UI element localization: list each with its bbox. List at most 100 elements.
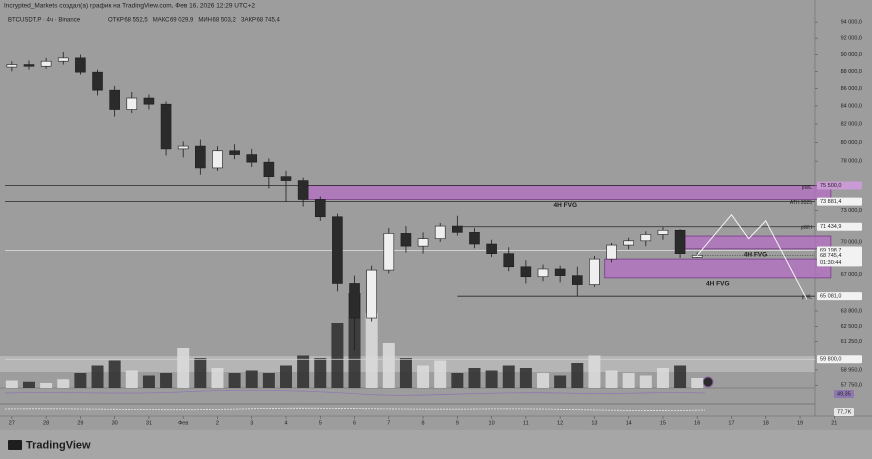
legend-value: 69 029,9: [170, 18, 194, 24]
price-label-bg: [817, 181, 862, 190]
volume-bar: [365, 313, 378, 388]
candle-body: [623, 240, 634, 246]
candle-body: [503, 253, 515, 268]
candle-body: [332, 216, 343, 284]
x-tick-label: 28: [43, 420, 49, 426]
volume-bar: [674, 365, 687, 388]
candle-body: [571, 275, 583, 285]
candle-body: [75, 57, 86, 73]
volume-bar: [91, 365, 104, 388]
x-tick-label: 19: [797, 420, 803, 426]
candle-body: [452, 225, 463, 233]
price-label: 59 800,0: [820, 357, 841, 363]
y-tick-label: 78 000,0: [841, 159, 862, 165]
footer: TradingView: [26, 439, 91, 451]
candle-body: [469, 232, 480, 245]
legend-name: ЗАКР: [241, 18, 256, 24]
x-tick-label: 2: [216, 420, 219, 426]
price-label: 71 434,9: [820, 224, 841, 230]
volume-bar: [622, 373, 635, 388]
price-label-bg: [817, 355, 862, 364]
y-tick-label: 90 000,0: [841, 52, 862, 58]
legend-value: 68 503,2: [212, 18, 236, 24]
candle-body: [160, 103, 172, 150]
x-tick-label: 11: [523, 420, 529, 426]
x-tick-label: 6: [353, 420, 356, 426]
level-tag: pWH: [801, 225, 813, 231]
candle-body: [486, 243, 497, 254]
y-tick-label: 88 000,0: [841, 69, 862, 75]
candle-body: [657, 229, 669, 235]
price-label: 75 500,0: [820, 183, 841, 189]
candle-body: [177, 145, 189, 150]
y-tick-label: 61 250,0: [841, 339, 862, 345]
x-tick-label: 14: [626, 420, 632, 426]
candle-body: [434, 225, 446, 239]
candle-body: [606, 244, 617, 260]
candle-body: [109, 89, 120, 110]
x-tick-label: 16: [694, 420, 700, 426]
candle-body: [263, 161, 275, 177]
volume-bar: [262, 373, 275, 388]
volume-bar: [22, 381, 35, 388]
fvg-zone: [604, 258, 832, 279]
projection-path: [696, 213, 808, 300]
footer-bar: [0, 430, 872, 459]
y-tick-label: 94 000,0: [841, 20, 862, 26]
price-label: 65 081,0: [820, 294, 841, 300]
candle-body: [229, 150, 240, 155]
x-tick-label: 30: [112, 420, 118, 426]
logo: TradingView: [8, 439, 91, 451]
y-tick-label: 92 000,0: [841, 36, 862, 42]
level-tag: ATH 2025: [790, 200, 812, 206]
volume-bar: [434, 360, 447, 388]
x-tick-label: Фев: [178, 420, 188, 426]
volume-bar: [588, 355, 601, 388]
indicator-line: [4, 407, 706, 411]
legend-name: МИН: [198, 18, 212, 24]
volume-bar: [639, 375, 652, 388]
volume-bar: [537, 373, 550, 388]
indicator-label: 49,35: [837, 391, 851, 397]
indicator-label-bg: [834, 390, 854, 398]
y-tick-label: 84 000,0: [841, 103, 862, 109]
fvg-zone: [299, 185, 832, 200]
header: Incrypted_Markets создал(а) график на Tr…: [4, 3, 255, 10]
candle-body: [383, 233, 395, 271]
volume-bar: [382, 343, 395, 388]
volume-bar: [502, 365, 515, 388]
level-tag: pWL: [802, 185, 813, 191]
candle-body: [537, 268, 549, 278]
fvg-label: 4H FVG: [554, 202, 577, 209]
volume-bar: [228, 373, 241, 388]
logo-mark: [8, 440, 22, 450]
volume-bar: [74, 373, 87, 388]
volume-bar: [605, 370, 618, 388]
x-tick-label: 15: [660, 420, 666, 426]
candle-body: [400, 233, 412, 247]
candle-body: [691, 255, 703, 258]
indicator-button[interactable]: [702, 376, 714, 388]
price-label: 73 881,4: [820, 199, 841, 205]
candle-body: [246, 154, 258, 163]
volume-bar: [399, 358, 412, 388]
candle-body: [674, 229, 686, 254]
x-tick-label: 29: [77, 420, 83, 426]
volume-bar: [554, 375, 567, 388]
candle-body: [314, 199, 326, 218]
volume-bar: [485, 370, 498, 388]
candle-body: [6, 64, 18, 68]
x-tick-label: 10: [489, 420, 495, 426]
volume-bar: [297, 355, 310, 388]
level-tag: pWL: [802, 295, 813, 301]
y-tick-label: 63 800,0: [841, 308, 862, 314]
indicator-line: [4, 389, 706, 396]
x-tick-label: 21: [831, 420, 837, 426]
x-tick-label: 13: [591, 420, 597, 426]
candle-body: [212, 150, 223, 169]
y-tick-label: 73 000,0: [841, 208, 862, 214]
volume-bar: [519, 368, 532, 388]
legend-value: 68 745,4: [256, 18, 280, 24]
x-tick-label: 18: [763, 420, 769, 426]
candle-body: [640, 234, 652, 242]
